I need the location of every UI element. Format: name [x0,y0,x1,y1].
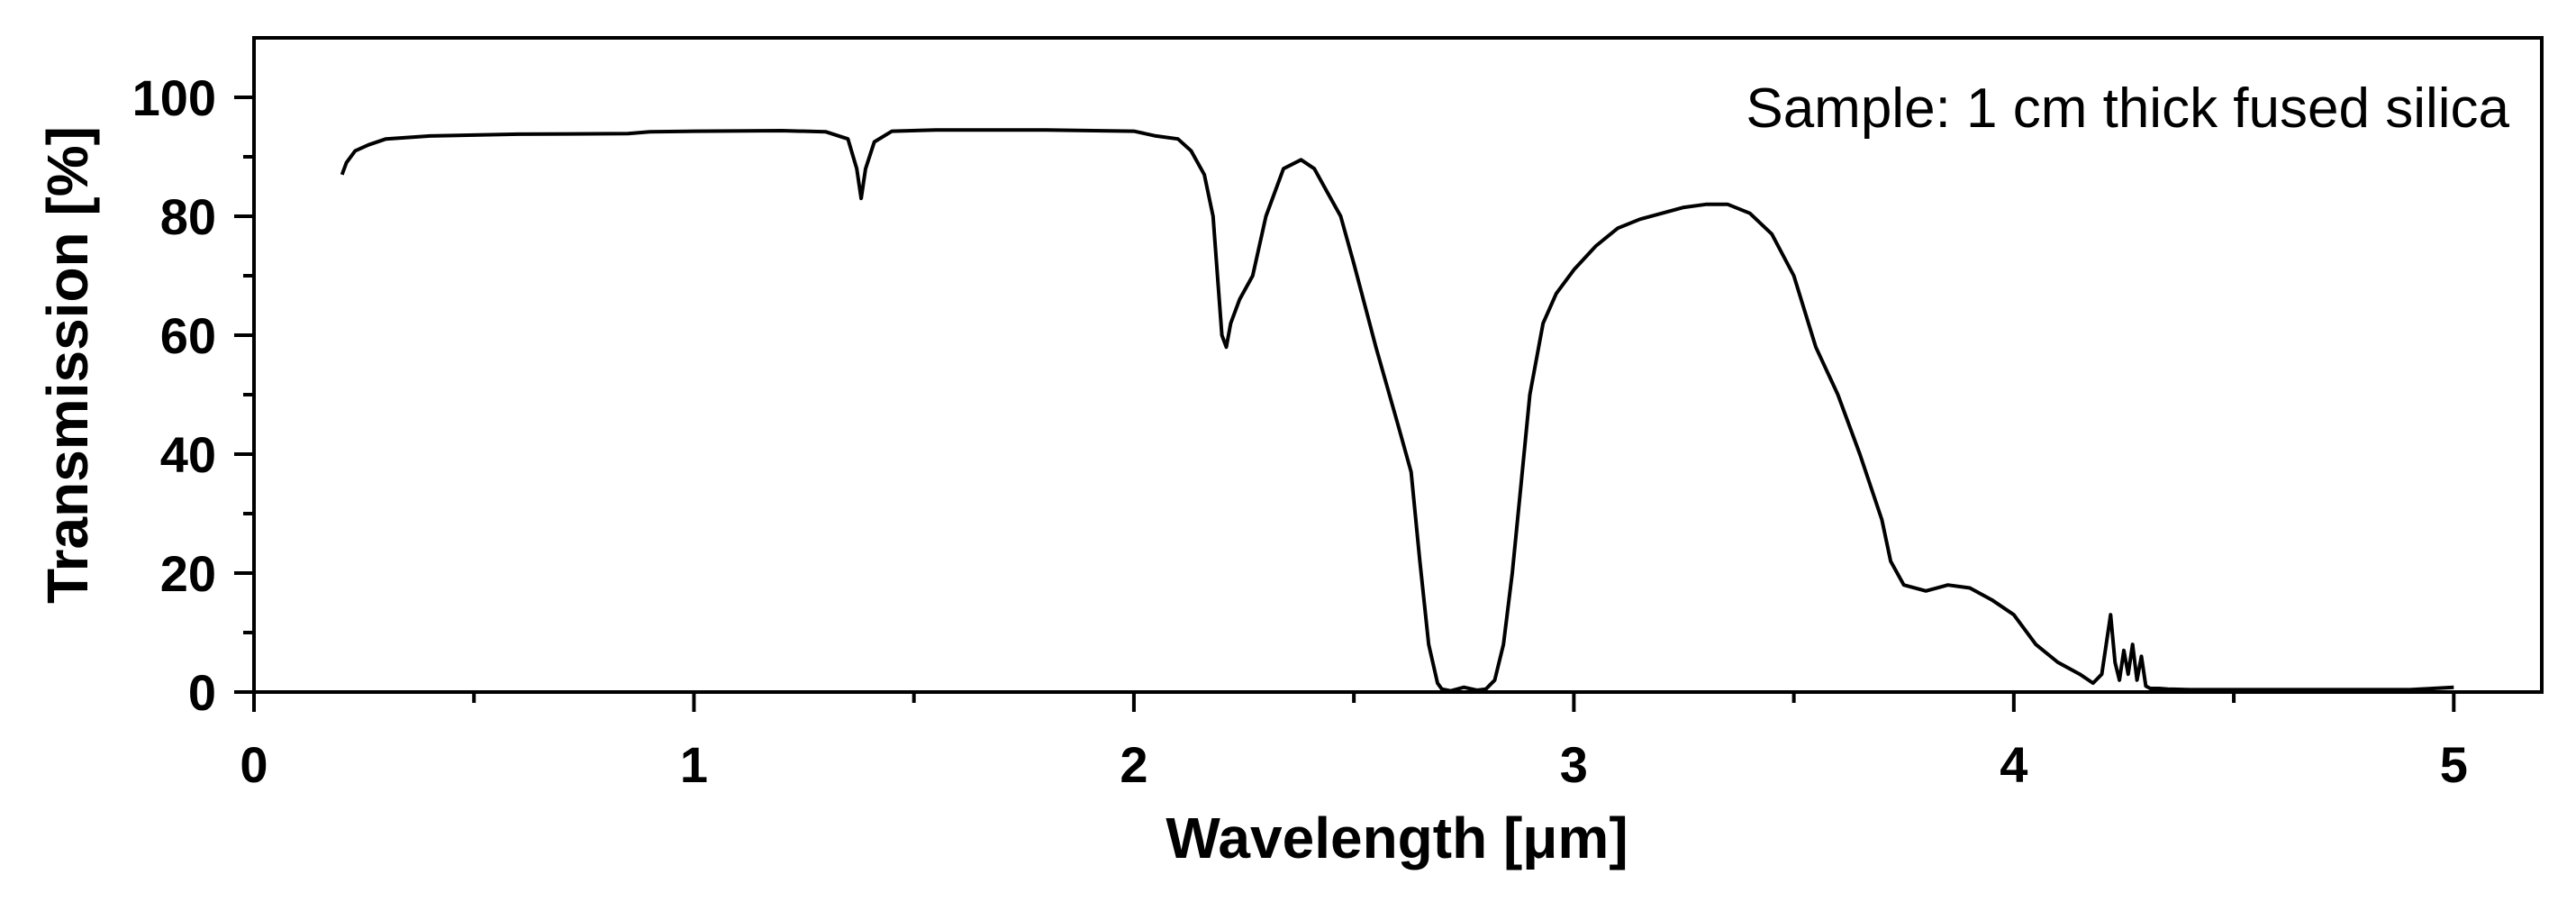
x-tick-label: 2 [1120,736,1147,793]
y-tick-label: 20 [160,545,216,602]
series-line-transmission [340,128,2454,693]
x-tick-label: 1 [680,736,708,793]
x-tick-labels: 0 1 2 3 4 5 [240,736,2467,793]
y-tick-labels: 0 20 40 60 80 100 [132,69,216,721]
x-tick-label: 0 [240,736,268,793]
x-tick-label: 3 [1560,736,1588,793]
y-tick-label: 60 [160,307,216,364]
y-tick-label: 0 [188,664,216,721]
axis-ticks [234,96,2456,712]
y-axis-title: Transmission [%] [35,126,100,604]
x-axis-title: Wavelength [μm] [1166,806,1628,870]
plot-frame [252,36,2544,694]
x-tick-label: 4 [2000,736,2027,793]
y-tick-label: 40 [160,426,216,483]
y-tick-label: 80 [160,188,216,245]
x-tick-label: 5 [2440,736,2468,793]
y-tick-label: 100 [132,69,216,126]
annotation-sample: Sample: 1 cm thick fused silica [1746,77,2509,140]
